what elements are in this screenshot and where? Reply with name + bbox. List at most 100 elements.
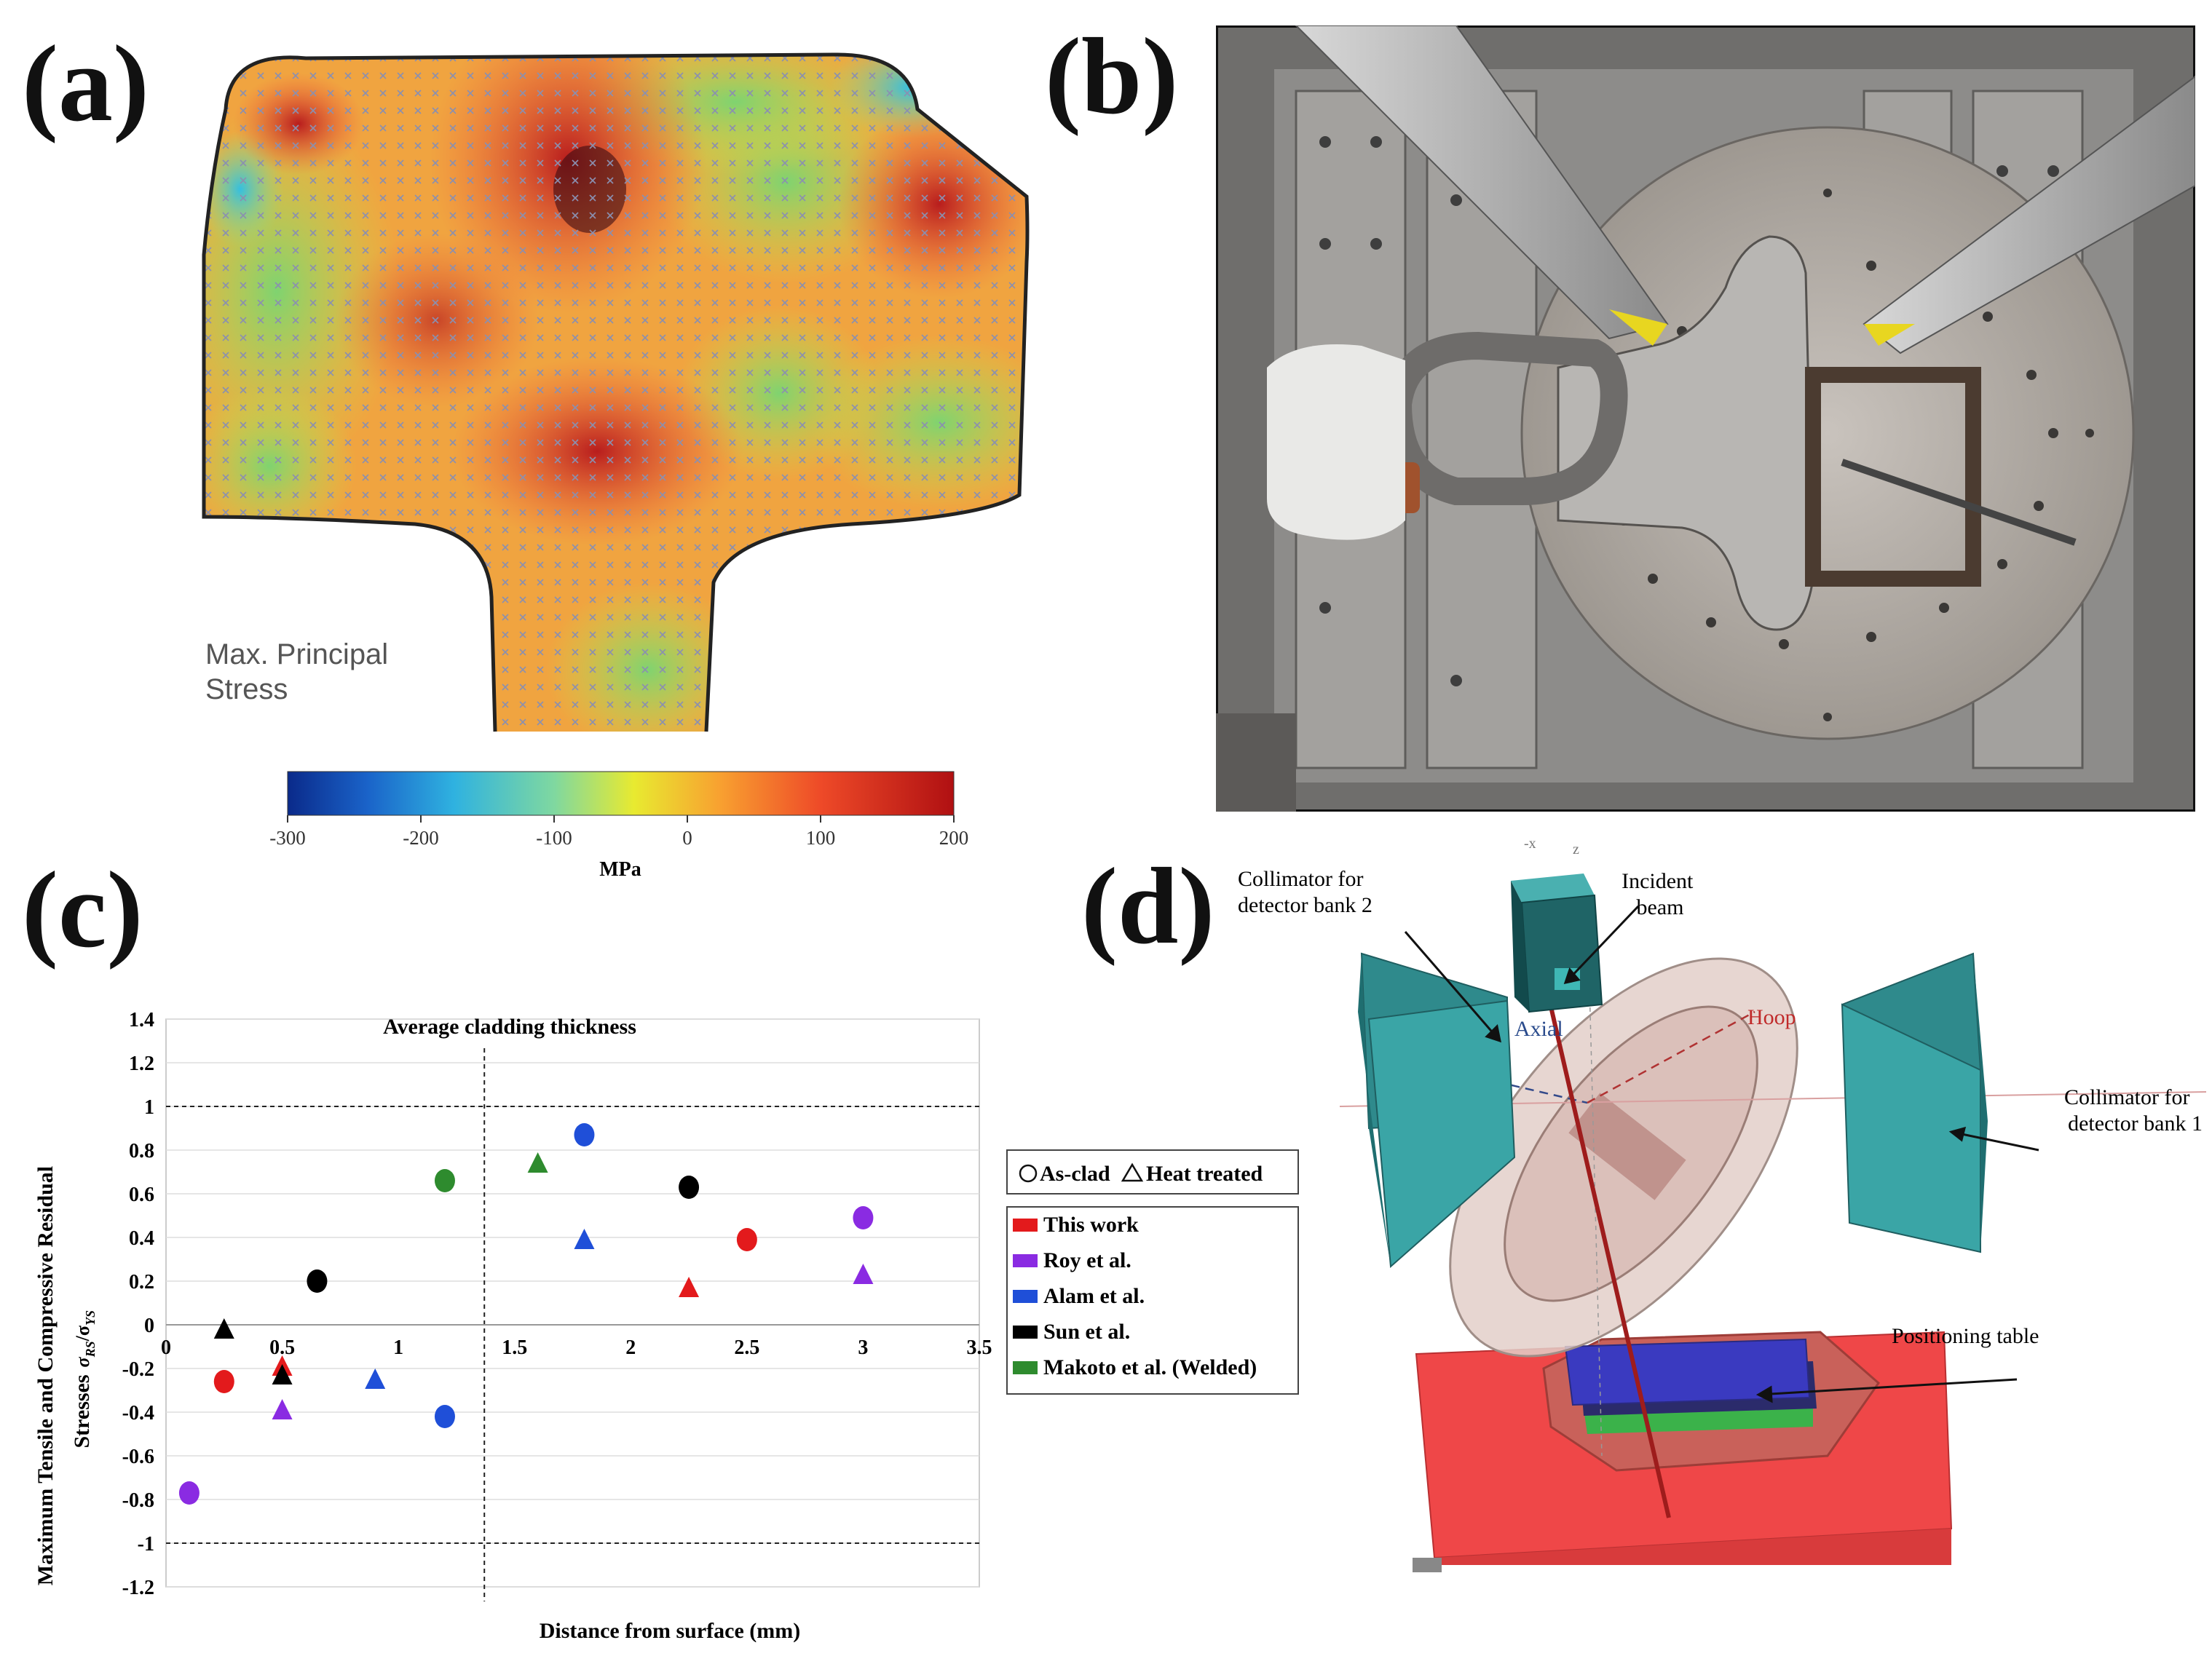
x-tick-label: 0 [161,1336,171,1359]
incident-label-1: Incident [1622,869,1694,893]
legend-swatch [1013,1290,1038,1303]
legend-swatch [1013,1219,1038,1232]
colorbar-tick-label: -100 [536,827,572,849]
legend-as-clad: As-clad [1040,1162,1110,1186]
chart-axes [166,1048,979,1601]
incident-label: Incident beam [1622,869,1699,919]
series-legend-box [1006,1206,1299,1395]
panel-label-b: (b) [1045,16,1179,137]
panel-b-photo [1216,25,2195,812]
heat-treated-point [272,1399,293,1419]
panel-d-setup-diagram: Collimator for detector bank 2 Incident … [1238,836,2207,1572]
legend-swatch [1013,1326,1038,1339]
marker-legend: As-clad Heat treated [1006,1149,1299,1195]
colorbar-tick-label: -300 [269,827,306,849]
x-tick-label: 3 [858,1336,868,1359]
panel-a-stress-map: -300 -200 -100 0 100 200 MPa [202,52,1030,881]
colorbar-tick-label: -200 [403,827,439,849]
x-axis-label: Distance from surface (mm) [540,1619,801,1643]
legend-swatch [1013,1254,1038,1267]
colorbar-unit: MPa [599,858,641,881]
colorbar-tick-label: 100 [806,827,836,849]
chart-gridlines [165,1018,980,1588]
y-tick-label: -0.8 [122,1489,154,1512]
colorbar-ticks: -300 -200 -100 0 100 200 [269,815,968,849]
x-tick-label: 1 [393,1336,403,1359]
heat-treated-point [679,1277,700,1297]
series-legend: This work Roy et al. Alam et al. Sun et al.… [1006,1206,1299,1395]
axis-x-label: -x [1524,836,1536,852]
x-tick-label: 0.5 [269,1336,295,1359]
y-tick-label: 0.2 [129,1271,154,1293]
as-clad-point [178,1481,200,1505]
axial-label: Axial [1514,1017,1563,1041]
x-tick-label: 2.5 [734,1336,759,1359]
heat-treated-point [527,1152,548,1173]
stress-annotation-line1: Max. Principal [205,638,389,670]
y-axis-label-line2: Stresses σRS/σYS [70,1310,98,1449]
positioning-table-label: Positioning table [1892,1324,2039,1348]
y-tick-label: -0.2 [122,1358,154,1381]
y-tick-label: 0 [144,1315,154,1337]
y-tick-label: 0.4 [129,1227,154,1250]
y-tick-label: -0.4 [122,1402,154,1425]
colorbar-tick-label: 200 [939,827,969,849]
colorbar [287,771,955,816]
legend-swatch [1013,1361,1038,1374]
as-clad-point [736,1228,757,1251]
as-clad-point [574,1123,595,1146]
x-tick-label: 1.5 [502,1336,527,1359]
as-clad-point [434,1405,455,1428]
y-axis-ratio-symbol: σ [72,1356,93,1367]
chart-tick-labels: 1.4 1.2 1 0.8 0.6 0.4 0.2 0 -0.2 -0.4 -0.6 -0.8 -1 -1… [122,1009,992,1599]
y-tick-label: -1.2 [122,1577,154,1599]
heat-treated-point [574,1229,595,1249]
panel-label-a: (a) [22,23,149,144]
legend-entry: Roy et al. [1043,1248,1131,1272]
heat-treated-point [213,1318,234,1339]
y-axis-ratio-sub2: YS [83,1310,98,1326]
y-tick-label: 0.6 [129,1184,154,1206]
panel-label-d: (d) [1081,846,1215,967]
heat-treated-point [853,1264,874,1284]
plot-frame [165,1018,980,1588]
heat-treated-point [272,1364,293,1384]
y-tick-label: -0.6 [122,1446,154,1468]
collimator1-label-1: Collimator for [2064,1085,2189,1109]
collimator1-label-2: detector bank 1 [2068,1112,2203,1136]
as-clad-point [434,1169,455,1192]
stress-annotation-line2: Stress [205,673,288,705]
incident-label-2: beam [1637,895,1684,919]
as-clad-point [307,1269,328,1293]
collimator2-label-1: Collimator for [1238,867,1363,891]
y-tick-label: 1 [144,1096,154,1119]
legend-entry: Makoto et al. (Welded) [1043,1355,1257,1379]
y-tick-label: 1.2 [129,1053,154,1075]
y-axis-label-line1: Maximum Tensile and Compressive Residual [33,1166,58,1585]
as-clad-point [679,1176,700,1199]
hoop-label: Hoop [1747,1005,1796,1029]
y-axis-ratio-sub1: RS [83,1341,98,1358]
y-tick-label: -1 [138,1533,154,1556]
legend-heat-treated: Heat treated [1146,1162,1263,1186]
axis-z-label: z [1573,841,1579,857]
collimator2-label: Collimator for detector bank 2 [1238,867,1372,917]
legend-entry: Alam et al. [1043,1284,1145,1308]
as-clad-point [213,1370,234,1393]
colorbar-tick-label: 0 [682,827,692,849]
legend-entry: Sun et al. [1043,1320,1130,1344]
x-tick-label: 3.5 [967,1336,992,1359]
collimator2-label-2: detector bank 2 [1238,893,1372,917]
panel-label-c: (c) [22,849,143,970]
y-axis-label-stresses: Stresses [70,1374,94,1448]
y-tick-label: 0.8 [129,1140,154,1162]
chart-annotation: Average cladding thickness [383,1015,636,1039]
heat-treated-point [365,1368,386,1389]
legend-entry: This work [1043,1213,1139,1237]
y-axis-ratio-slash: /σ [72,1326,93,1342]
collimator1-label: Collimator for detector bank 1 [2064,1085,2203,1136]
stress-annotation: Max. Principal Stress [205,637,388,707]
x-tick-label: 2 [625,1336,636,1359]
panel-c-scatter-chart: 1.4 1.2 1 0.8 0.6 0.4 0.2 0 -0.2 -0.4 -0.6 -0.8 -1 -1… [33,1009,1299,1643]
as-clad-point [853,1206,874,1229]
